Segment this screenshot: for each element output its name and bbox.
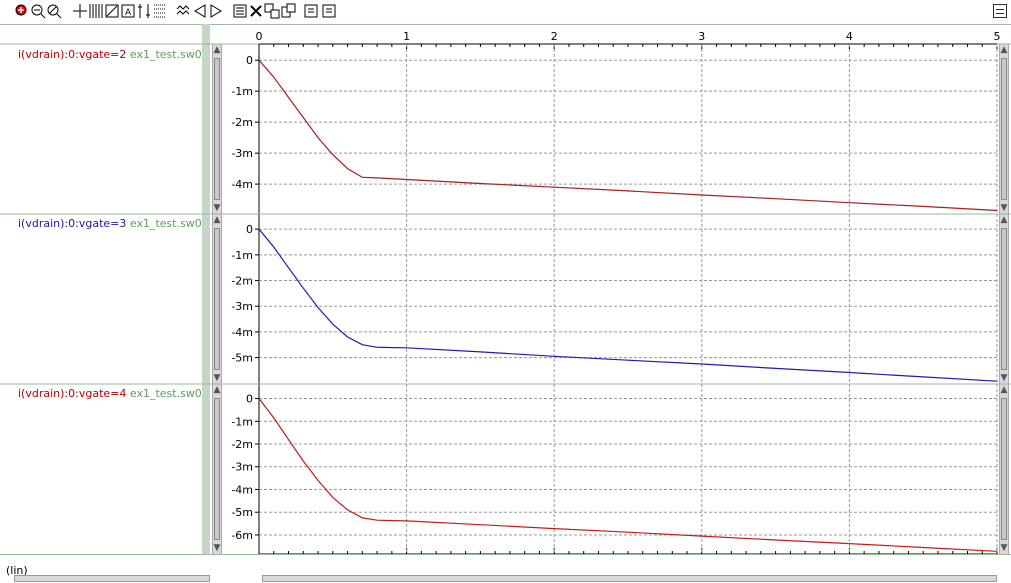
trace-file-name: ex1_test.sw0 — [129, 217, 202, 230]
scroll-up-icon[interactable]: ▲ — [213, 385, 221, 395]
y-tick-label: -1m — [231, 415, 253, 428]
cursor-cross-icon[interactable] — [72, 3, 88, 19]
grid-icon[interactable] — [88, 3, 104, 19]
trace-file-name: ex1_test.sw0 — [129, 48, 202, 61]
trace-label-vgate4[interactable]: i(vdrain):0:vgate=4 ex1_test.sw0 — [18, 387, 202, 400]
scroll-up-icon[interactable]: ▲ — [1000, 385, 1008, 395]
delete-icon[interactable] — [248, 3, 264, 19]
y-tick-label: -5m — [231, 506, 253, 519]
paste-icon[interactable] — [280, 3, 296, 19]
panel1-left-scrollbar[interactable]: ▲ ▼ — [212, 44, 222, 214]
y-tick-label: -2m — [231, 116, 253, 129]
label-hscrollbar[interactable] — [14, 575, 210, 582]
scroll-down-icon[interactable]: ▼ — [1000, 543, 1008, 553]
y-tick-label: -4m — [231, 483, 253, 496]
panel2-right-scrollbar[interactable]: ▲ ▼ — [999, 214, 1009, 384]
zoom-fit-icon[interactable] — [46, 3, 62, 19]
x-tick-label: 1 — [403, 30, 410, 43]
y-tick-label: -3m — [231, 147, 253, 160]
y-tick-label: 0 — [246, 54, 253, 67]
scroll-up-icon[interactable]: ▲ — [1000, 45, 1008, 55]
scroll-thumb[interactable] — [214, 398, 220, 540]
left-arrow-icon[interactable] — [192, 3, 208, 19]
wave-icon[interactable] — [176, 3, 192, 19]
x-scale-label: (lin) — [6, 564, 28, 577]
scroll-down-icon[interactable]: ▼ — [213, 203, 221, 213]
y-tick-label: -3m — [231, 300, 253, 313]
y-tick-label: -1m — [231, 85, 253, 98]
delete-panel-icon[interactable] — [232, 3, 248, 19]
scroll-thumb[interactable] — [214, 228, 220, 370]
scroll-up-icon[interactable]: ▲ — [1000, 215, 1008, 225]
export-icon[interactable] — [304, 3, 320, 19]
split-icon[interactable] — [136, 3, 152, 19]
scroll-thumb[interactable] — [1001, 228, 1007, 370]
scroll-up-icon[interactable]: ▲ — [213, 45, 221, 55]
y-tick-label: 0 — [246, 393, 253, 406]
trace-line[interactable] — [258, 398, 998, 552]
scroll-thumb[interactable] — [1001, 398, 1007, 540]
panel3-right-scrollbar[interactable]: ▲ ▼ — [999, 384, 1009, 554]
toolbar: A — [0, 0, 1011, 25]
copy-icon[interactable] — [264, 3, 280, 19]
import-icon[interactable] — [320, 3, 336, 19]
scroll-down-icon[interactable]: ▼ — [213, 543, 221, 553]
x-tick-label: 0 — [256, 30, 263, 43]
y-tick-label: -3m — [231, 461, 253, 474]
trace-label-vgate3[interactable]: i(vdrain):0:vgate=3 ex1_test.sw0 — [18, 217, 202, 230]
x-tick-label: 4 — [846, 30, 853, 43]
dotgrid-icon[interactable] — [152, 3, 168, 19]
trace-file-name: ex1_test.sw0 — [129, 387, 202, 400]
y-tick-label: -2m — [231, 438, 253, 451]
scroll-down-icon[interactable]: ▼ — [1000, 203, 1008, 213]
panel2-left-scrollbar[interactable]: ▲ ▼ — [212, 214, 222, 384]
x-tick-label: 2 — [551, 30, 558, 43]
x-tick-label: 3 — [698, 30, 705, 43]
y-tick-label: -5m — [231, 352, 253, 365]
label-icon[interactable]: A — [120, 3, 136, 19]
panel1-right-scrollbar[interactable]: ▲ ▼ — [999, 44, 1009, 214]
scroll-down-icon[interactable]: ▼ — [1000, 373, 1008, 383]
zoom-out-icon[interactable] — [30, 3, 46, 19]
trace-signal-name: i(vdrain):0:vgate=3 — [18, 217, 127, 230]
right-arrow-icon[interactable] — [208, 3, 224, 19]
y-tick-label: -1m — [231, 249, 253, 262]
trace-signal-name: i(vdrain):0:vgate=4 — [18, 387, 127, 400]
y-tick-label: -6m — [231, 529, 253, 542]
label-panel-divider[interactable] — [202, 24, 210, 554]
trace-signal-name: i(vdrain):0:vgate=2 — [18, 48, 127, 61]
x-tick-label: 5 — [994, 30, 1001, 43]
scroll-down-icon[interactable]: ▼ — [213, 373, 221, 383]
plot-hscrollbar[interactable] — [262, 575, 997, 582]
trace-line[interactable] — [258, 59, 998, 212]
panel-menu-icon[interactable] — [993, 4, 1007, 18]
y-tick-label: -2m — [231, 275, 253, 288]
y-tick-label: -4m — [231, 326, 253, 339]
panel3-left-scrollbar[interactable]: ▲ ▼ — [212, 384, 222, 554]
scroll-up-icon[interactable]: ▲ — [213, 215, 221, 225]
scroll-thumb[interactable] — [214, 58, 220, 200]
svg-text:A: A — [125, 8, 132, 18]
y-tick-label: 0 — [246, 223, 253, 236]
edit-icon[interactable] — [104, 3, 120, 19]
trace-line[interactable] — [258, 228, 998, 382]
zoom-in-icon[interactable] — [14, 3, 30, 19]
y-tick-label: -4m — [231, 178, 253, 191]
trace-label-vgate2[interactable]: i(vdrain):0:vgate=2 ex1_test.sw0 — [18, 48, 202, 61]
scroll-thumb[interactable] — [1001, 58, 1007, 200]
